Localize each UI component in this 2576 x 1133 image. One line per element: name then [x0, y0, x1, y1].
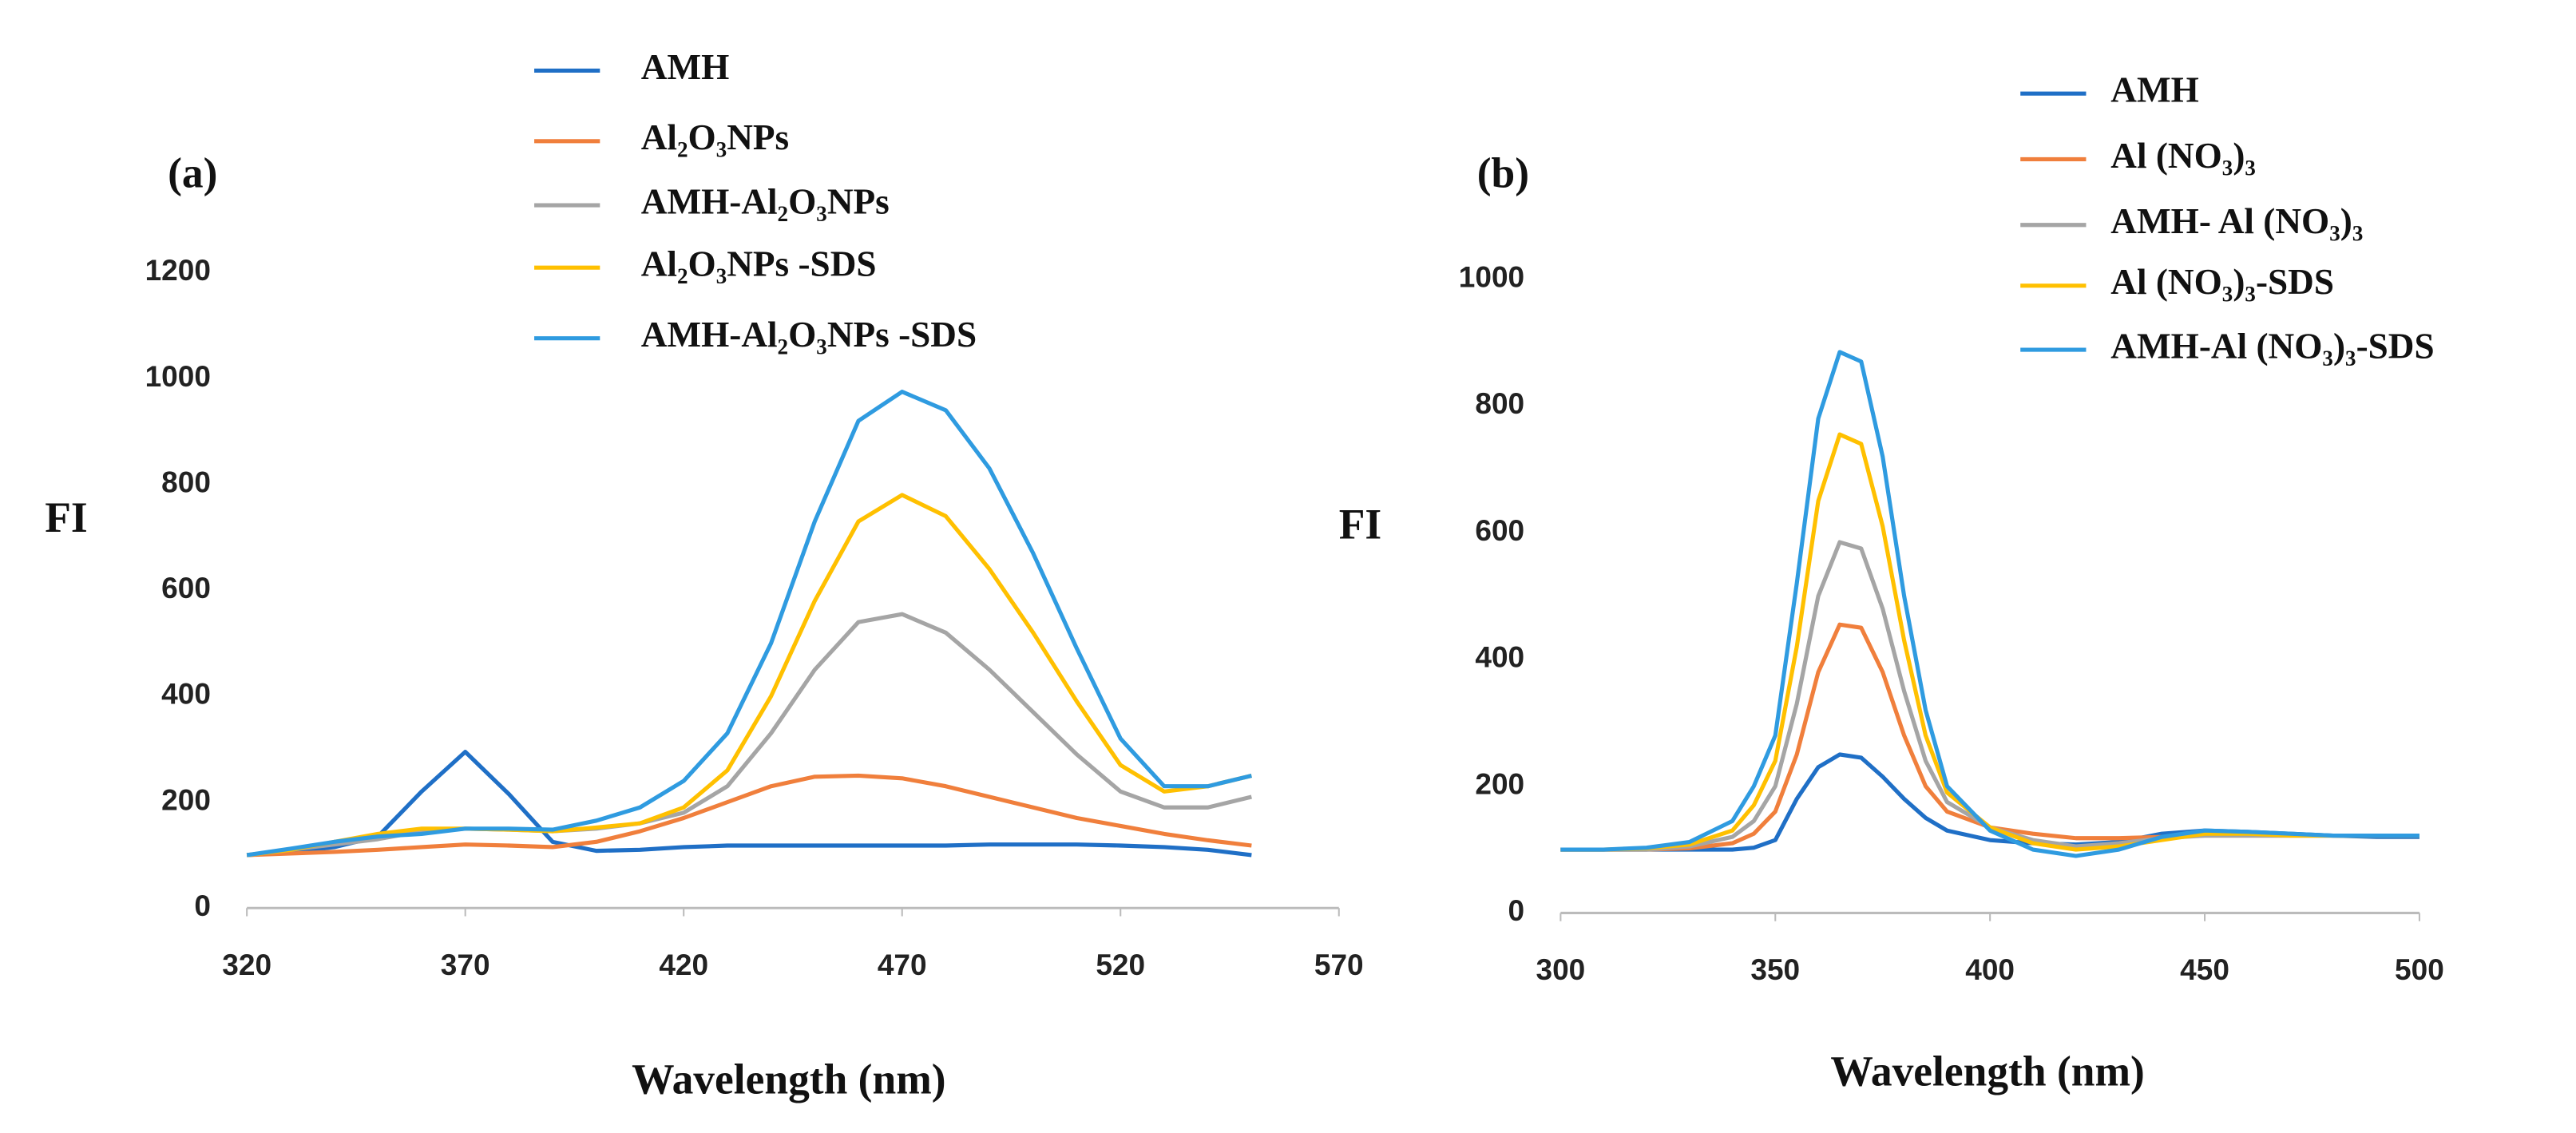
legend-label: Al₂O₃NPs -SDS — [641, 244, 877, 284]
legend-label: Al₂O₃NPs — [641, 117, 789, 157]
series-line — [246, 493, 1252, 858]
y-tick-label: 0 — [1508, 893, 1525, 927]
panel-title: (b) — [1477, 149, 1529, 196]
x-tick-label: 500 — [2395, 953, 2444, 986]
y-tick-label: 1200 — [145, 253, 211, 287]
x-tick-label: 350 — [1750, 953, 1800, 986]
y-tick-label: 800 — [161, 465, 211, 498]
y-tick-label: 600 — [1475, 513, 1524, 547]
legend-label: AMH-Al₂O₃NPs — [641, 181, 890, 221]
y-tick-label: 200 — [1475, 767, 1524, 800]
y-tick-label: 200 — [161, 782, 211, 816]
y-tick-label: 1000 — [1459, 259, 1524, 293]
x-axis-label: Wavelength (nm) — [1830, 1047, 2144, 1095]
panel-title: (a) — [168, 149, 217, 196]
legend-label: AMH-Al (NO₃)₃-SDS — [2110, 326, 2434, 366]
x-tick-label: 570 — [1314, 948, 1364, 981]
legend-label: AMH-Al₂O₃NPs -SDS — [641, 315, 977, 355]
y-axis-label: FI — [45, 493, 87, 541]
series-line — [1560, 622, 2419, 852]
legend-label: Al (NO₃)₃ — [2110, 136, 2256, 176]
y-tick-label: 1000 — [145, 359, 211, 393]
y-tick-label: 0 — [194, 889, 211, 922]
series-line — [247, 773, 1252, 858]
x-tick-label: 300 — [1536, 953, 1586, 986]
x-tick-label: 420 — [659, 948, 708, 981]
x-axis-label: Wavelength (nm) — [632, 1056, 945, 1103]
x-tick-label: 520 — [1096, 948, 1145, 981]
y-axis-label: FI — [1339, 500, 1381, 548]
y-tick-label: 400 — [1475, 640, 1524, 674]
x-tick-label: 320 — [222, 948, 271, 981]
legend-label: AMH — [641, 47, 730, 87]
legend-label: AMH- Al (NO₃)₃ — [2110, 201, 2363, 241]
x-tick-label: 450 — [2180, 953, 2229, 986]
legend-label: AMH — [2110, 70, 2199, 110]
series-line — [1560, 432, 2419, 852]
x-tick-label: 470 — [878, 948, 927, 981]
series-line — [246, 390, 1252, 858]
series-line — [247, 750, 1252, 858]
x-tick-label: 370 — [441, 948, 490, 981]
legend-label: Al (NO₃)₃-SDS — [2110, 262, 2334, 302]
y-tick-label: 600 — [161, 571, 211, 604]
series-line — [1560, 540, 2419, 852]
x-tick-label: 400 — [1965, 953, 2015, 986]
y-tick-label: 800 — [1475, 386, 1524, 420]
y-tick-label: 400 — [161, 677, 211, 711]
series-line — [1560, 350, 2419, 858]
